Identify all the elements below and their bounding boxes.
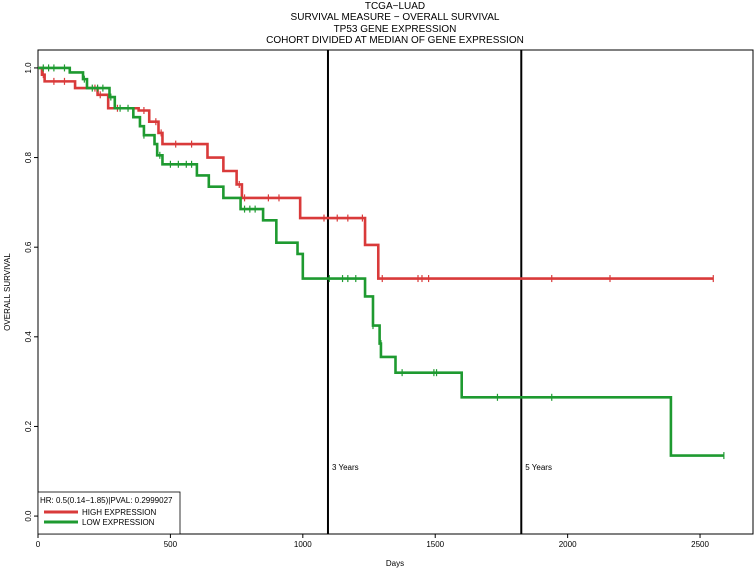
y-tick-label: 0.0	[24, 510, 33, 522]
series-line	[38, 66, 714, 280]
x-tick-label: 0	[36, 540, 41, 549]
series-line	[38, 66, 724, 457]
reference-line-label: 5 Years	[525, 463, 552, 472]
x-axis-label: Days	[386, 559, 404, 568]
title-line-3: TP53 GENE EXPRESSION	[334, 24, 457, 35]
reference-line-label: 3 Years	[332, 463, 359, 472]
y-axis: 0.0 0.2 0.4 0.6 0.8 1.0	[24, 62, 38, 522]
y-axis-label: OVERALL SURVIVAL	[3, 253, 12, 331]
chart-title: TCGA−LUAD SURVIVAL MEASURE − OVERALL SUR…	[266, 1, 524, 46]
reference-lines: 3 Years 5 Years	[326, 50, 552, 534]
series-layer	[38, 64, 725, 460]
x-tick-label: 1000	[294, 540, 312, 549]
legend: HR: 0.5(0.14−1.85)|PVAL: 0.2999027 HIGH …	[37, 491, 181, 535]
legend-label-high: HIGH EXPRESSION	[82, 508, 156, 517]
legend-label-low: LOW EXPRESSION	[82, 518, 155, 527]
x-axis: 0 500 1000 1500 2000 2500	[36, 534, 709, 549]
series-high	[38, 66, 714, 283]
x-tick-label: 2500	[691, 540, 709, 549]
series-low	[38, 64, 725, 460]
x-tick-label: 500	[164, 540, 178, 549]
plot-frame	[37, 49, 754, 535]
title-line-2: SURVIVAL MEASURE − OVERALL SURVIVAL	[291, 12, 500, 23]
legend-stat-text: HR: 0.5(0.14−1.85)|PVAL: 0.2999027	[40, 496, 173, 505]
y-tick-label: 1.0	[24, 62, 33, 74]
x-tick-label: 1500	[426, 540, 444, 549]
y-tick-label: 0.4	[24, 331, 33, 343]
y-tick-label: 0.6	[24, 241, 33, 253]
x-tick-label: 2000	[559, 540, 577, 549]
title-line-4: COHORT DIVIDED AT MEDIAN OF GENE EXPRESS…	[266, 35, 524, 46]
y-tick-label: 0.8	[24, 151, 33, 163]
y-tick-label: 0.2	[24, 420, 33, 432]
title-line-1: TCGA−LUAD	[365, 1, 425, 12]
